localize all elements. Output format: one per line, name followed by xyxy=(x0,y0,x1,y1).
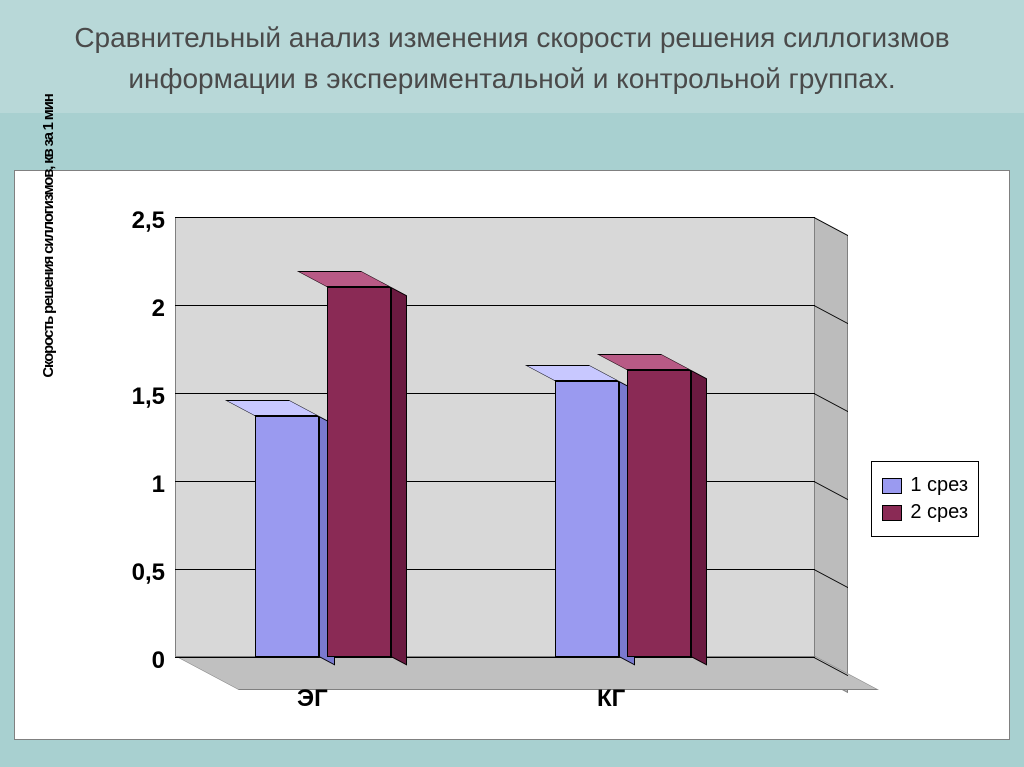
legend-label: 2 срез xyxy=(910,501,968,524)
y-tick-label: 2,5 xyxy=(115,207,165,235)
x-tick-label: ЭГ xyxy=(297,685,328,713)
gridline xyxy=(175,393,815,394)
x-tick-label: КГ xyxy=(597,685,625,713)
y-tick-label: 2 xyxy=(115,295,165,323)
y-tick-label: 1,5 xyxy=(115,383,165,411)
bar xyxy=(327,287,391,657)
legend-item: 1 срез xyxy=(882,474,968,497)
chart-container: Скорость решения силлогизмов, кв за 1 ми… xyxy=(14,170,1010,740)
bar xyxy=(627,370,691,657)
bar xyxy=(555,381,619,657)
legend-swatch xyxy=(882,478,902,494)
gridline xyxy=(175,305,815,306)
slide-title: Сравнительный анализ изменения скорости … xyxy=(40,18,984,99)
legend-label: 1 срез xyxy=(910,474,968,497)
title-band: Сравнительный анализ изменения скорости … xyxy=(0,0,1024,113)
slide: Сравнительный анализ изменения скорости … xyxy=(0,0,1024,767)
legend: 1 срез 2 срез xyxy=(871,461,979,537)
y-tick-label: 0,5 xyxy=(115,559,165,587)
legend-item: 2 срез xyxy=(882,501,968,524)
chart-floor xyxy=(175,656,879,690)
y-tick-label: 1 xyxy=(115,471,165,499)
y-axis-label: Скорость решения силлогизмов, кв за 1 ми… xyxy=(43,81,55,391)
gridline xyxy=(175,217,815,218)
legend-swatch xyxy=(882,505,902,521)
plot-stage xyxy=(175,217,815,677)
chart-side-wall xyxy=(814,217,848,693)
gridline xyxy=(175,657,815,658)
y-tick-label: 0 xyxy=(115,647,165,675)
bar xyxy=(255,416,319,657)
